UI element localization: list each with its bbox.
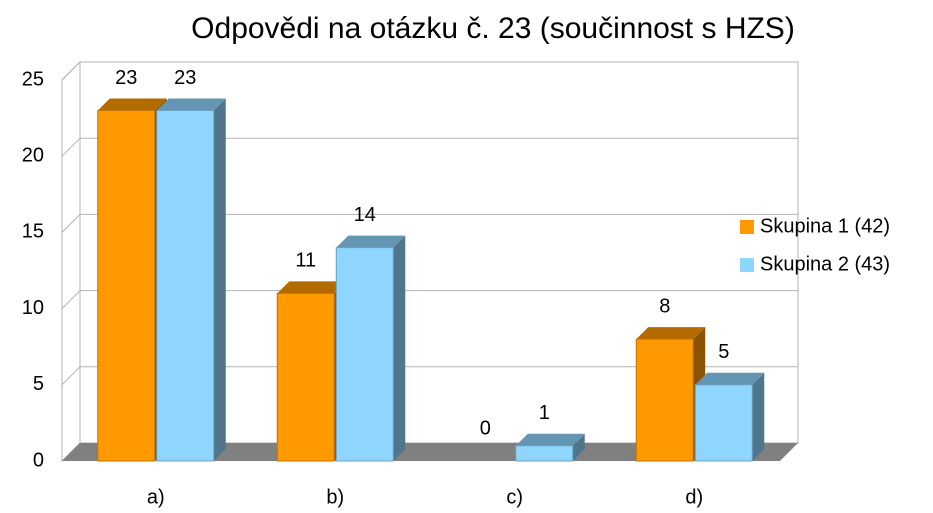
chart-title: Odpovědi na otázku č. 23 (součinnost s H…	[191, 12, 795, 45]
grid-line	[61, 61, 798, 81]
bar-face	[393, 235, 406, 461]
bar-face	[335, 247, 394, 462]
legend-label: Skupina 2 (43)	[760, 253, 890, 275]
side-wall	[61, 60, 81, 463]
x-tick-label: d)	[685, 486, 703, 508]
y-tick-label: 0	[33, 449, 44, 471]
y-tick-label: 15	[22, 221, 44, 243]
data-label: 5	[718, 341, 729, 363]
bar	[335, 235, 406, 462]
bar	[515, 433, 585, 462]
bar-face	[97, 109, 156, 462]
bar-face	[635, 338, 694, 462]
bar-face	[97, 98, 167, 111]
grid-line	[61, 213, 798, 233]
floor	[62, 443, 798, 461]
y-tick-label: 10	[22, 297, 44, 319]
data-label: 23	[115, 67, 137, 89]
bar-face	[277, 281, 347, 294]
bar-face	[636, 327, 706, 340]
bar-face	[695, 372, 765, 385]
bar-face	[752, 372, 765, 461]
y-tick-label: 20	[22, 144, 44, 166]
bar-face	[336, 235, 406, 248]
legend-swatch	[740, 220, 754, 234]
grid-line	[61, 137, 798, 157]
x-tick-label: b)	[326, 486, 344, 508]
data-label: 11	[295, 250, 316, 272]
bar-face	[572, 433, 585, 461]
grid-line	[61, 366, 798, 386]
legend-label: Skupina 1 (42)	[760, 215, 890, 237]
bar-face	[156, 109, 215, 462]
bar	[156, 98, 226, 462]
data-label: 14	[354, 204, 376, 226]
x-tick-label: a)	[147, 486, 165, 508]
data-label: 23	[174, 67, 196, 89]
y-tick-label: 5	[33, 373, 44, 395]
bar-face	[515, 445, 574, 462]
data-label: 1	[539, 402, 550, 424]
x-tick-label: c)	[506, 486, 523, 508]
bar-face	[156, 98, 226, 111]
bar-face	[276, 292, 335, 462]
bar	[694, 372, 765, 462]
legend-swatch	[740, 258, 754, 272]
grid-line	[61, 290, 798, 309]
data-label: 0	[480, 417, 491, 439]
bar-face	[515, 433, 585, 446]
bar-face	[213, 98, 226, 461]
bar-face	[694, 384, 753, 462]
y-tick-label: 25	[22, 68, 44, 90]
data-label: 8	[659, 295, 670, 317]
bar	[97, 98, 167, 462]
